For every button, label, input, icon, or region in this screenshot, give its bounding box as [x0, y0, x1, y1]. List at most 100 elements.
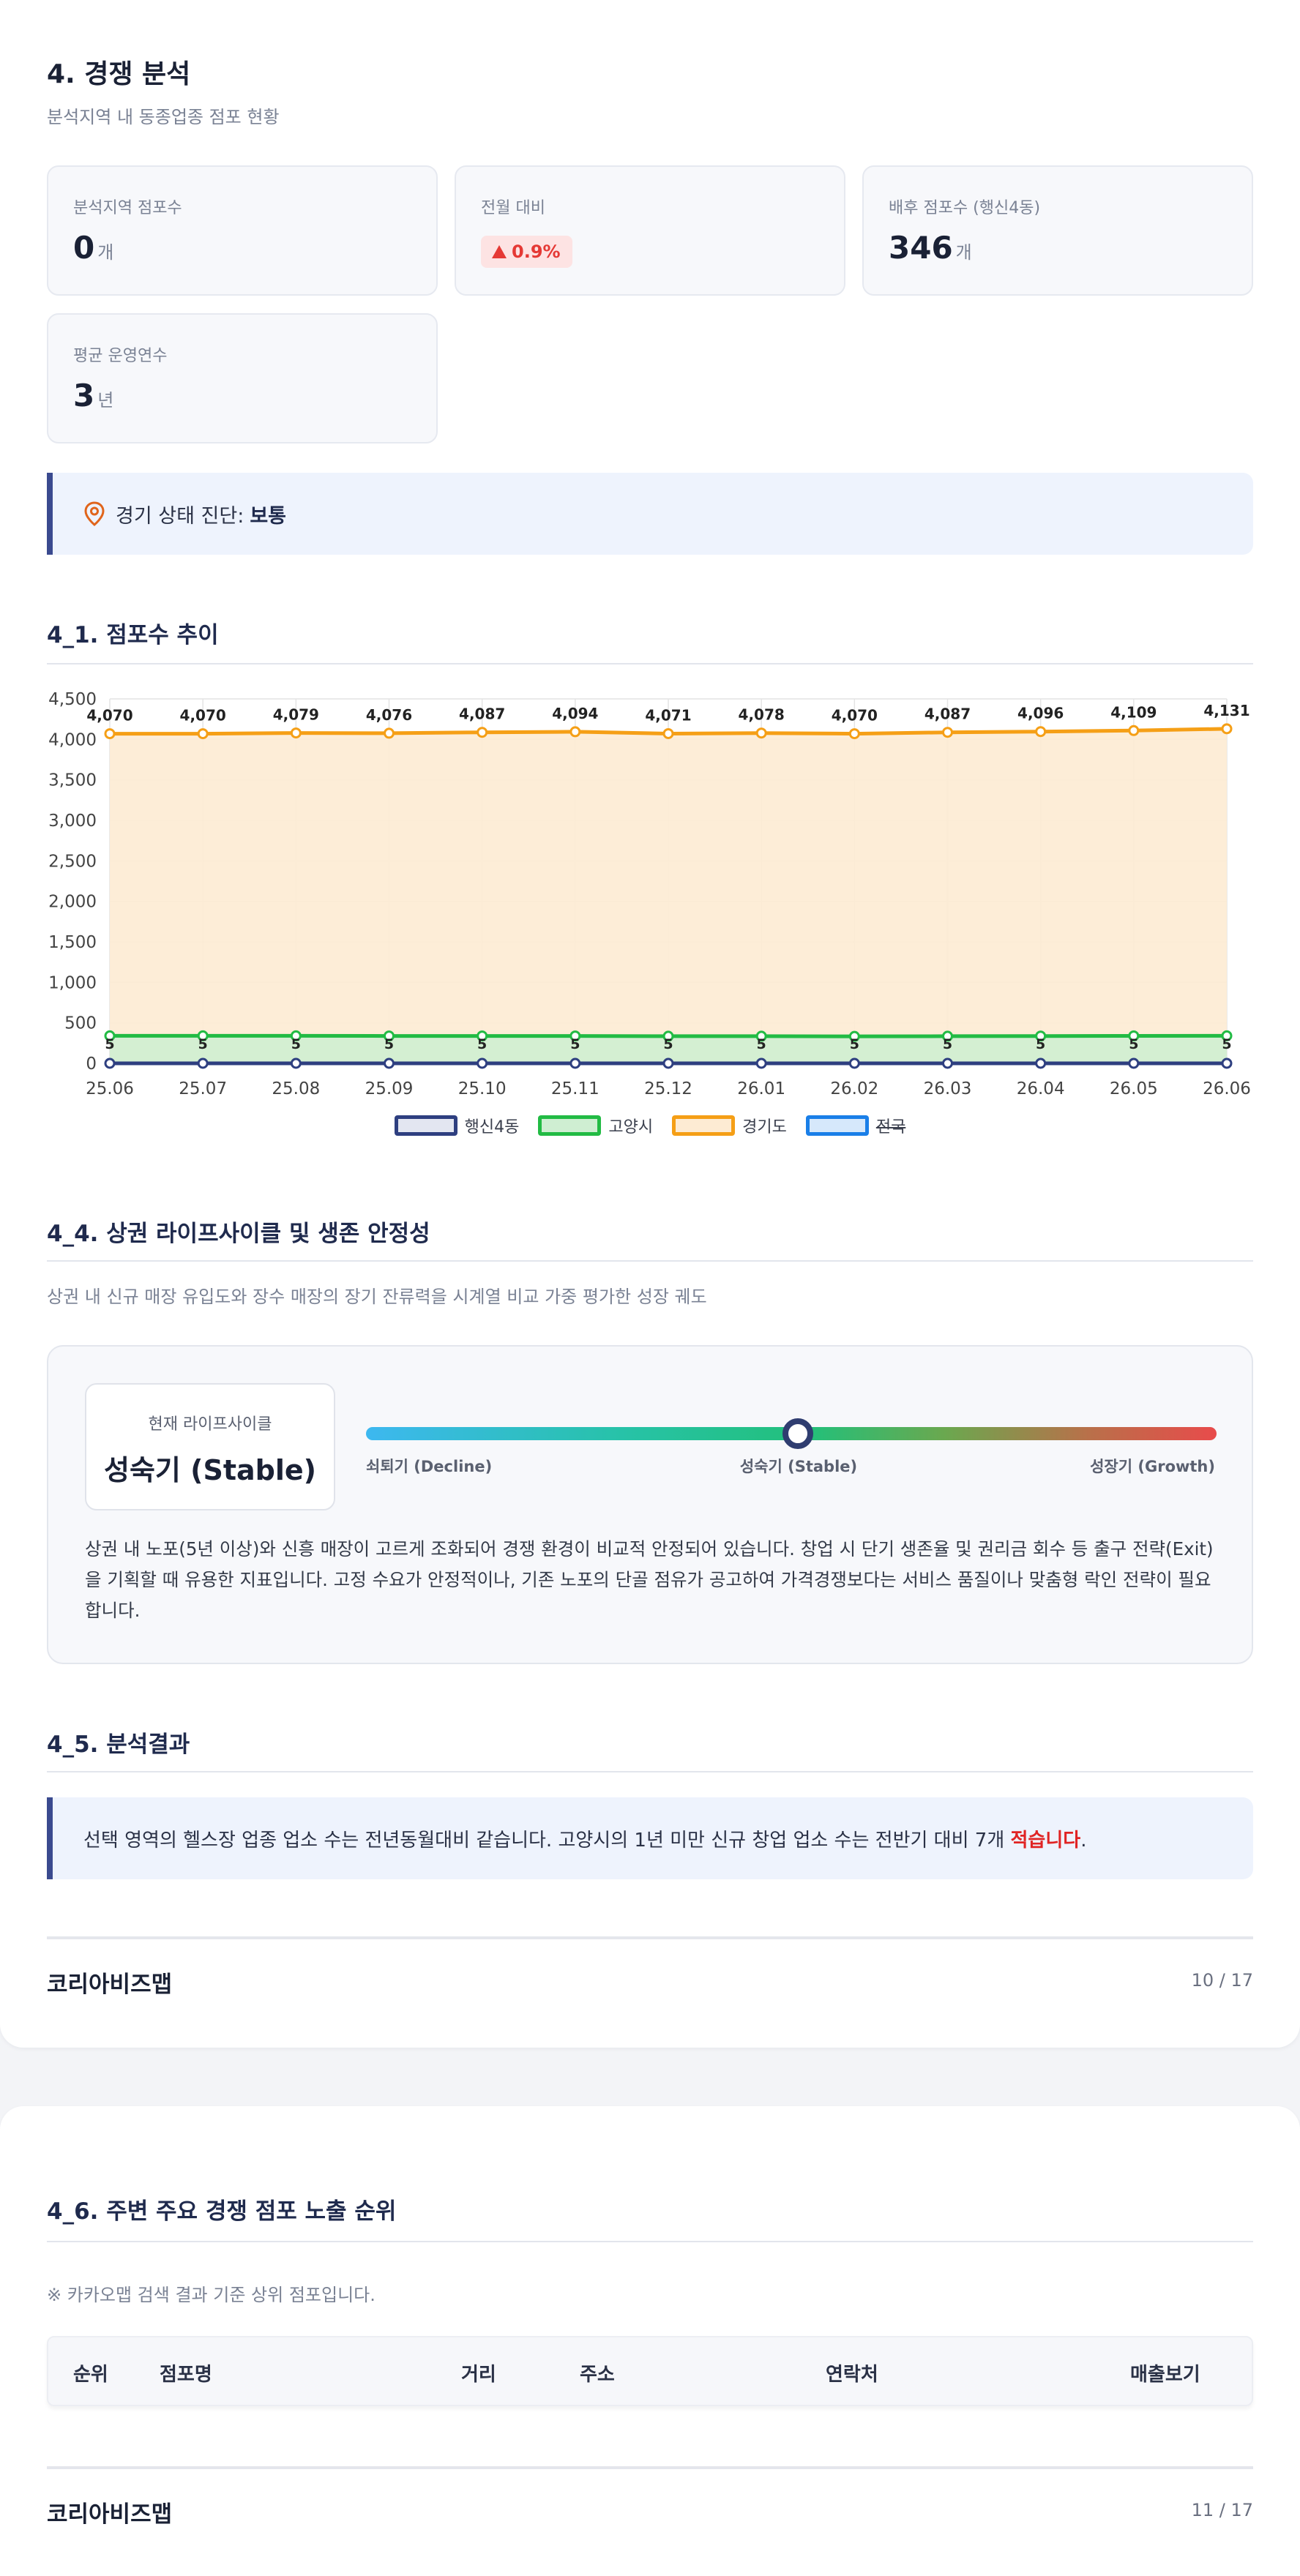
x-tick-label: 26.05 — [1110, 1079, 1158, 1098]
data-point — [1128, 1030, 1140, 1041]
data-point — [662, 1057, 674, 1069]
y-tick-label: 1,000 — [48, 973, 97, 992]
data-point — [569, 726, 581, 738]
data-label: 4,094 — [552, 705, 598, 722]
section-subtitle: 분석지역 내 동종업종 점포 현황 — [47, 107, 280, 127]
column-view-sales[interactable]: 매출보기 — [1130, 2364, 1200, 2386]
ranking-table-header: 순위 점포명 거리 주소 연락처 매출보기 — [47, 2336, 1253, 2406]
data-point — [384, 1030, 395, 1042]
footer-divider — [47, 2466, 1253, 2469]
data-label: 5 — [291, 1036, 301, 1052]
data-point — [197, 728, 209, 740]
gauge-tick-center: 성숙기 (Stable) — [739, 1458, 858, 1475]
legend-item[interactable]: 고양시 — [538, 1114, 653, 1137]
data-label: 4,109 — [1110, 703, 1157, 721]
data-point — [755, 1057, 767, 1069]
data-label: 5 — [1129, 1036, 1138, 1052]
y-tick-label: 4,500 — [48, 690, 97, 709]
series-area — [110, 1036, 1227, 1063]
data-point — [1035, 1030, 1047, 1042]
data-point — [942, 1030, 953, 1042]
data-point — [104, 1030, 116, 1041]
triangle-up-icon — [492, 245, 507, 258]
data-label: 4,096 — [1017, 705, 1064, 722]
data-point — [290, 727, 302, 739]
column-store-name[interactable]: 점포명 — [160, 2364, 212, 2386]
data-point — [569, 1030, 581, 1042]
column-address[interactable]: 주소 — [580, 2364, 615, 2386]
data-point — [848, 1030, 860, 1042]
diagnosis-callout: 경기 상태 진단: 보통 — [47, 473, 1253, 555]
x-tick-label: 25.06 — [86, 1079, 134, 1098]
y-tick-label: 3,000 — [48, 812, 97, 831]
data-point — [1221, 723, 1233, 735]
chart-legend: 행신4동 고양시 경기도 전국 — [0, 1114, 1300, 1137]
data-point — [662, 727, 674, 739]
map-pin-icon — [84, 501, 105, 526]
divider — [47, 1260, 1253, 1262]
data-label: 4,079 — [273, 706, 319, 724]
gauge-tick-left: 쇠퇴기 (Decline) — [366, 1458, 493, 1475]
data-label: 4,070 — [180, 707, 226, 724]
data-point — [1128, 1057, 1140, 1069]
data-label: 4,071 — [645, 706, 691, 724]
data-label: 4,076 — [366, 706, 412, 724]
data-label: 5 — [757, 1036, 766, 1052]
column-contact[interactable]: 연락처 — [826, 2364, 878, 2386]
data-point — [942, 1057, 953, 1069]
data-point — [569, 1057, 581, 1069]
x-tick-label: 26.01 — [737, 1079, 785, 1098]
lifecycle-gauge-marker — [782, 1418, 813, 1449]
y-tick-label: 4,000 — [48, 730, 97, 749]
stat-label: 평균 운영연수 — [73, 347, 168, 365]
lifecycle-description: 상권 내 노포(5년 이상)와 신흥 매장이 고르게 조화되어 경쟁 환경이 비… — [85, 1538, 1214, 1621]
current-lifecycle-value: 성숙기 (Stable) — [103, 1454, 317, 1486]
x-tick-label: 25.09 — [365, 1079, 414, 1098]
data-point — [755, 1030, 767, 1042]
data-label: 5 — [384, 1036, 394, 1052]
data-point — [1035, 726, 1047, 738]
gauge-tick-right: 성장기 (Growth) — [1090, 1458, 1215, 1475]
legend-item[interactable]: 전국 — [805, 1114, 905, 1137]
data-point — [1035, 1057, 1047, 1069]
data-point — [290, 1057, 302, 1069]
ranking-note: ※ 카카오맵 검색 결과 기준 상위 점포입니다. — [47, 2285, 376, 2305]
x-tick-label: 25.10 — [458, 1079, 507, 1098]
data-label: 4,070 — [832, 707, 878, 724]
x-tick-label: 26.03 — [924, 1079, 972, 1098]
data-label: 5 — [850, 1036, 859, 1052]
column-distance[interactable]: 거리 — [461, 2364, 496, 2386]
diagnosis-label: 경기 상태 진단: — [116, 504, 244, 528]
section-title: 4. 경쟁 분석 — [47, 59, 191, 89]
result-callout: 선택 영역의 헬스장 업종 업소 수는 전년동월대비 같습니다. 고양시의 1년… — [47, 1797, 1253, 1879]
data-label: 5 — [477, 1036, 487, 1052]
data-point — [197, 1030, 209, 1041]
footer-brand: 코리아비즈맵 — [47, 2501, 173, 2528]
legend-item[interactable]: 경기도 — [672, 1114, 787, 1137]
data-point — [477, 727, 488, 738]
data-label: 5 — [198, 1036, 208, 1052]
data-point — [477, 1030, 488, 1042]
y-tick-label: 0 — [86, 1055, 97, 1074]
footer-page-number: 11 / 17 — [1191, 2500, 1253, 2520]
current-lifecycle-card: 현재 라이프사이클 성숙기 (Stable) — [85, 1383, 335, 1510]
x-tick-label: 26.04 — [1017, 1079, 1065, 1098]
data-label: 4,087 — [459, 705, 505, 723]
store-trend-chart: 0 500 1,000 1,500 2,000 2,500 3,000 3,500 4,000 4… — [48, 690, 1251, 1098]
stat-card-nearby-stores: 배후 점포수 (행신4동) 346 개 — [862, 165, 1253, 296]
divider — [47, 2241, 1253, 2242]
data-label: 4,070 — [86, 707, 132, 724]
data-label: 5 — [105, 1036, 114, 1052]
result-emphasis: 적습니다 — [1010, 1829, 1081, 1852]
divider — [47, 1771, 1253, 1772]
y-tick-label: 2,000 — [48, 893, 97, 912]
data-point — [104, 728, 116, 740]
legend-item[interactable]: 행신4동 — [394, 1114, 519, 1137]
column-rank[interactable]: 순위 — [73, 2364, 108, 2386]
x-tick-label: 26.02 — [830, 1079, 878, 1098]
series-area — [110, 728, 1227, 1063]
stat-label: 배후 점포수 (행신4동) — [889, 199, 1041, 217]
